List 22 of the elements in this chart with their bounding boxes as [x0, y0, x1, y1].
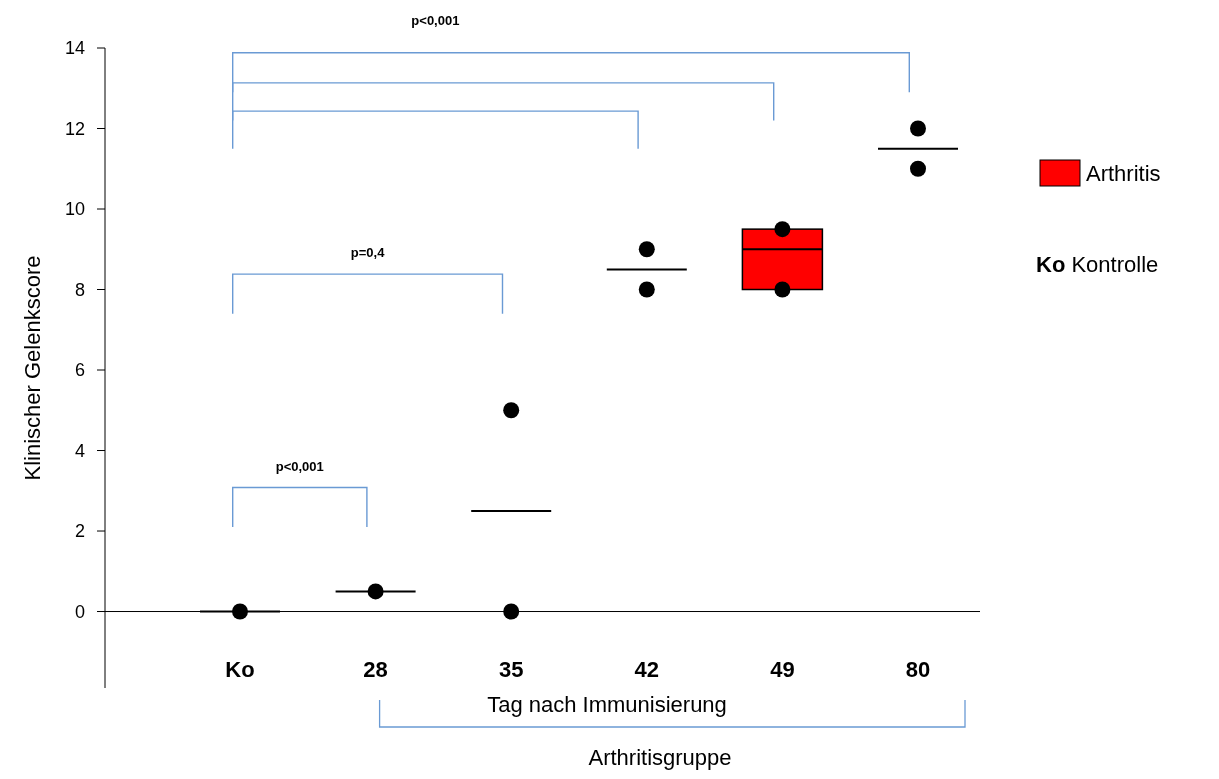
text: Ko Kontrolle — [1036, 252, 1159, 277]
y-tick-label: 4 — [74, 440, 85, 461]
x-axis-title: Tag nach Immunisierung — [487, 692, 727, 717]
text: p<0,001 — [411, 13, 460, 28]
legend-label: Arthritis — [1086, 160, 1161, 186]
annotation: p<0,001 — [275, 458, 324, 474]
y-axis-title: Klinischer Gelenkscore — [20, 255, 45, 481]
y-tick-label: 8 — [74, 279, 85, 300]
y-tick-label: 12 — [64, 118, 85, 139]
y-tick-label: 0 — [74, 601, 85, 622]
text: Arthritisgruppe — [588, 745, 732, 770]
x-tick-label: 42 — [634, 657, 660, 682]
x-tick-label: 49 — [770, 657, 795, 682]
x-tick-label: 28 — [363, 657, 388, 682]
y-tick-label: 14 — [64, 38, 85, 59]
y-tick-label: 2 — [74, 521, 85, 542]
y-tick-label: 6 — [74, 360, 85, 381]
y-tick-label: 10 — [64, 199, 85, 220]
x-tick-label: 80 — [905, 657, 931, 682]
annotation: p=0,4 — [350, 245, 386, 261]
x-tick-label: 35 — [498, 657, 524, 682]
x-tick-label: Ko — [225, 657, 255, 682]
